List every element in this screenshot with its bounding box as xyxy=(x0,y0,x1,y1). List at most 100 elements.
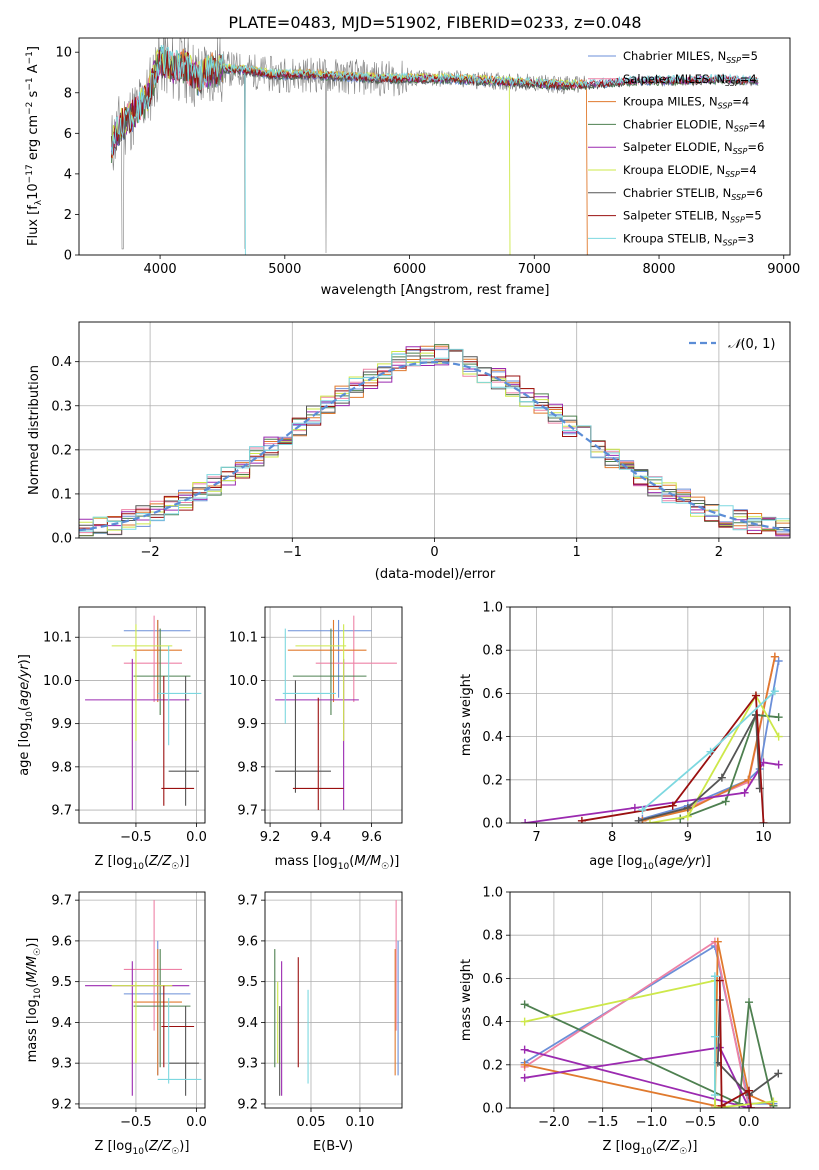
marker-point xyxy=(717,773,726,782)
y-tick-label: 0.6 xyxy=(482,687,503,702)
marker-point xyxy=(521,819,530,823)
axes-mass_vs_Z: −0.5 0.0 9.2 9.3 9.4 9.5 9.6 9.7 xyxy=(51,891,207,1130)
legend-label: Salpeter STELIB, NSSP=5 xyxy=(623,209,762,225)
y-tick-label: 9.7 xyxy=(51,804,72,819)
marker-point xyxy=(710,1104,719,1108)
axes-frame xyxy=(264,606,403,824)
marker-point xyxy=(646,819,654,823)
axes-mass_weight_vs_age: 7 8 9 10 0.0 0.2 0.4 0.6 0.8 1.0 xyxy=(482,601,791,845)
marker-point xyxy=(770,687,779,696)
marker-point xyxy=(774,713,783,722)
marker-point xyxy=(713,937,722,946)
line-kroupa-miles xyxy=(642,656,776,822)
y-tick-label: 9.3 xyxy=(237,1057,258,1072)
axes-age_vs_Z: −0.5 0.0 9.7 9.8 9.9 10.0 10.1 xyxy=(43,606,207,845)
y-tick-label: 4 xyxy=(64,167,72,182)
x-axis-label: Z [log10(Z/Z☉)] xyxy=(603,1139,698,1157)
y-tick-label: 9.5 xyxy=(51,975,72,990)
y-tick-label: 0.8 xyxy=(482,929,503,944)
x-tick-label: 10 xyxy=(755,830,772,845)
marker-point xyxy=(769,1097,778,1106)
plot-area xyxy=(85,615,202,811)
x-tick-label: 4000 xyxy=(144,262,177,277)
marker-point xyxy=(520,1017,529,1026)
marker-point xyxy=(520,1060,529,1069)
y-tick-label: 0.2 xyxy=(51,443,72,458)
y-tick-label: 9.4 xyxy=(51,1016,72,1031)
y-tick-label: 9.8 xyxy=(51,760,72,775)
x-tick-label: 0.10 xyxy=(345,1115,374,1130)
marker-point xyxy=(744,775,753,784)
y-tick-label: 10.0 xyxy=(43,674,72,689)
y-tick-label: 9.7 xyxy=(237,894,258,909)
y-tick-label: 1.0 xyxy=(482,601,503,616)
y-tick-label: 9.3 xyxy=(51,1057,72,1072)
y-tick-label: 0.3 xyxy=(51,399,72,414)
marker-point xyxy=(710,972,719,981)
histogram-salpeter-stelib xyxy=(79,349,790,535)
y-tick-label: 9.9 xyxy=(51,717,72,732)
x-tick-label: −0.5 xyxy=(120,1115,152,1130)
plot-area xyxy=(521,652,783,823)
marker-point xyxy=(740,788,749,797)
legend: Chabrier MILES, NSSP=5 Salpeter MILES, NS… xyxy=(588,49,765,247)
marker-point xyxy=(634,816,643,823)
marker-point xyxy=(759,819,768,823)
y-tick-label: 10.1 xyxy=(43,631,72,646)
legend-label: Chabrier STELIB, NSSP=6 xyxy=(623,186,763,202)
axes-frame xyxy=(509,891,791,1109)
axes-frame xyxy=(78,891,206,1109)
model-spectrum-kroupa-stelib xyxy=(110,44,759,255)
model-spectrum-chabrier-elodie xyxy=(110,47,759,164)
x-tick-label: 8 xyxy=(608,830,616,845)
marker-point xyxy=(745,1086,754,1095)
marker-point xyxy=(715,1043,724,1052)
figure-title: PLATE=0483, MJD=51902, FIBERID=0233, z=0… xyxy=(228,13,641,32)
x-tick-label: 0.0 xyxy=(186,830,207,845)
legend-label: Salpeter ELODIE, NSSP=6 xyxy=(623,140,764,156)
x-axis-label: age [log10(age/yr)] xyxy=(589,854,711,872)
marker-point xyxy=(638,806,647,815)
line-chabrier-elodie xyxy=(524,1001,775,1107)
x-axis-label: (data-model)/error xyxy=(375,567,496,582)
y-tick-label: 2 xyxy=(64,208,72,223)
axes-spectrum: 4000 5000 6000 7000 8000 9000 0 2 4 6 8 10 xyxy=(55,37,800,277)
line-salpeter-stelib xyxy=(718,980,752,1108)
y-tick-label: 0.8 xyxy=(482,644,503,659)
x-tick-label: 9.4 xyxy=(310,830,331,845)
legend-label: Kroupa STELIB, NSSP=3 xyxy=(623,231,754,247)
y-tick-label: 9.7 xyxy=(51,894,72,909)
marker-point xyxy=(630,803,639,812)
plot-area xyxy=(520,937,783,1108)
axes-frame xyxy=(78,606,206,824)
x-tick-label: −1.0 xyxy=(636,1115,668,1130)
y-tick-label: 9.9 xyxy=(237,717,258,732)
marker-point xyxy=(746,1104,755,1108)
marker-point xyxy=(520,1000,529,1009)
plot-area xyxy=(85,900,202,1096)
y-axis-label: Flux [fλ10−17 erg cm−2 s−1 A−1] xyxy=(25,46,44,246)
y-tick-label: 9.6 xyxy=(237,934,258,949)
x-axis-label: wavelength [Angstrom, rest frame] xyxy=(321,283,550,298)
x-tick-label: −1 xyxy=(283,545,302,560)
x-tick-label: −2 xyxy=(141,545,160,560)
y-axis-label: mass weight xyxy=(459,674,474,756)
y-tick-label: 10 xyxy=(55,46,72,61)
marker-point xyxy=(520,1073,529,1082)
y-tick-label: 0.6 xyxy=(482,972,503,987)
gaussian-curve xyxy=(79,360,790,532)
y-tick-label: 0.4 xyxy=(51,355,72,370)
marker-point xyxy=(520,1045,529,1054)
legend-label: Kroupa ELODIE, NSSP=4 xyxy=(623,163,757,179)
x-tick-label: 7 xyxy=(532,830,540,845)
marker-point xyxy=(721,797,730,806)
marker-point xyxy=(770,652,779,661)
legend-label: Salpeter MILES, NSSP=4 xyxy=(623,72,757,88)
plot-area xyxy=(275,615,397,811)
marker-point xyxy=(717,1101,726,1108)
marker-point xyxy=(774,1069,783,1078)
y-tick-label: 9.2 xyxy=(51,1097,72,1112)
line-salpeter-elodie xyxy=(524,1046,750,1108)
y-axis-label: age [log10(age/yr)] xyxy=(17,654,35,776)
marker-point xyxy=(755,784,764,793)
